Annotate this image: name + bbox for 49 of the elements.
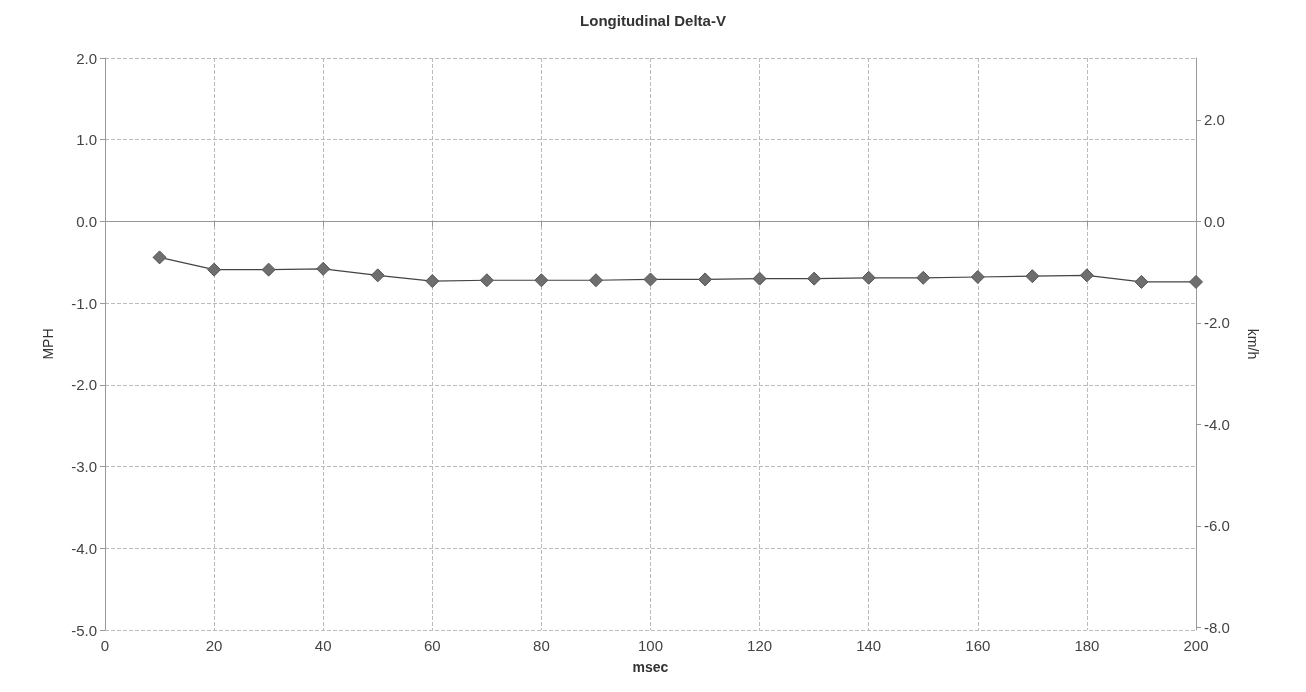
point [643, 272, 658, 287]
y2-tick-label: 2.0 [1204, 111, 1225, 129]
y2-tick-label: -4.0 [1204, 415, 1230, 433]
point [152, 250, 167, 265]
y-axis-title: MPH [40, 328, 56, 360]
point [752, 271, 767, 286]
x-tick-label: 160 [965, 637, 991, 654]
point [1189, 274, 1203, 289]
y2-tick-label: -2.0 [1204, 314, 1230, 332]
y2-tick-label: -6.0 [1204, 517, 1230, 535]
y2-tick-label: -8.0 [1204, 618, 1230, 636]
point [916, 270, 931, 285]
x-tick-label: 20 [205, 637, 223, 654]
x-tick-label: 0 [100, 637, 110, 654]
point [807, 271, 822, 286]
x-axis-title: msec [632, 659, 669, 675]
y-tick-label: -5.0 [71, 621, 97, 639]
y-tick-label: -4.0 [71, 539, 97, 557]
point [316, 261, 331, 276]
point [970, 269, 985, 284]
point [861, 270, 876, 285]
point [698, 272, 713, 287]
chart-title: Longitudinal Delta-V [580, 12, 726, 29]
x-tick-label: 140 [856, 637, 882, 654]
y2-tick-label: 0.0 [1204, 212, 1225, 230]
point [425, 274, 440, 289]
point [261, 262, 276, 277]
x-tick-label: 120 [747, 637, 773, 654]
x-tick-label: 180 [1074, 637, 1100, 654]
x-tick-label: 100 [637, 637, 664, 654]
y-tick-label: 1.0 [76, 131, 97, 149]
point [588, 273, 603, 288]
x-tick-label: 200 [1183, 637, 1209, 654]
y-tick-label: -3.0 [71, 458, 97, 476]
x-tick-label: 60 [423, 637, 441, 654]
y-tick-label: 2.0 [76, 49, 97, 67]
point [1134, 274, 1149, 289]
point [534, 273, 549, 288]
point [370, 268, 385, 283]
x-tick-label: 40 [314, 637, 332, 654]
point [1025, 269, 1040, 284]
x-tick-label: 80 [533, 637, 550, 654]
point [1079, 268, 1094, 283]
y-tick-label: -1.0 [71, 294, 97, 312]
point [207, 262, 222, 277]
y-tick-label: 0.0 [76, 212, 97, 230]
y2-axis-title: km/h [1245, 328, 1261, 360]
point [479, 273, 494, 288]
y-tick-label: -2.0 [71, 376, 97, 394]
